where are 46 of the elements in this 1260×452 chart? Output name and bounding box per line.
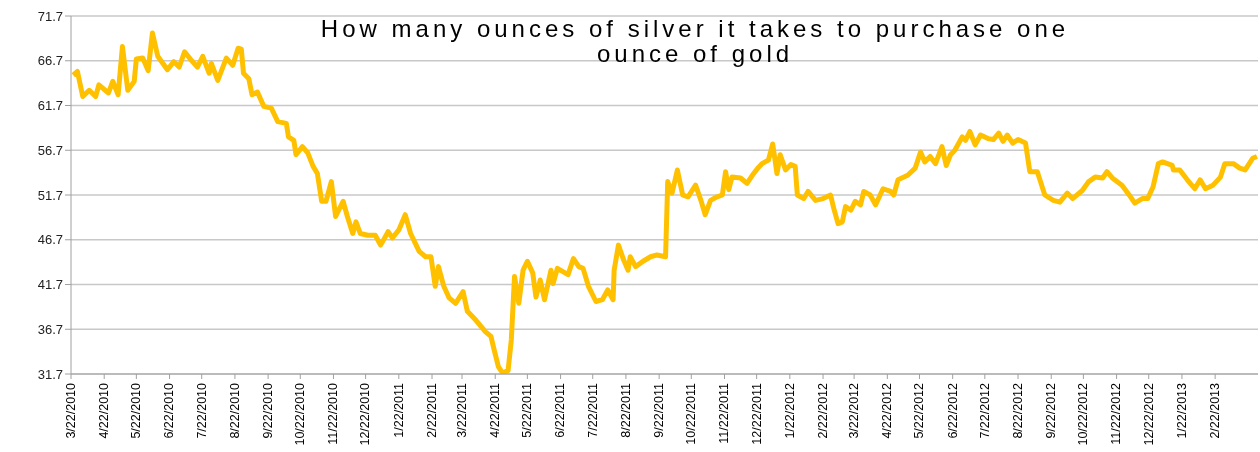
x-tick-label: 10/22/2010 [293, 382, 308, 446]
x-tick-label: 10/22/2011 [684, 382, 699, 445]
x-tick-label: 3/22/2012 [847, 382, 861, 439]
y-tick-label: 61.7 [37, 98, 63, 114]
x-tick-label: 12/22/2010 [358, 382, 373, 446]
x-tick-label: 11/22/2012 [1109, 382, 1124, 445]
x-tick-label: 3/22/2011 [454, 382, 469, 438]
x-tick-label: 5/22/2010 [129, 382, 144, 439]
x-tick-label: 6/22/2011 [553, 382, 568, 438]
x-tick-label: 8/22/2012 [1010, 382, 1025, 439]
x-tick-label: 10/22/2012 [1076, 382, 1091, 446]
y-tick-label: 66.7 [37, 53, 63, 69]
y-tick-label: 36.7 [37, 321, 63, 337]
x-tick-label: 1/22/2011 [391, 382, 406, 438]
x-tick-label: 8/22/2010 [227, 382, 242, 439]
x-tick-label: 2/22/2011 [424, 382, 439, 438]
x-tick-label: 4/22/2011 [488, 382, 503, 438]
y-tick-label: 71.7 [37, 8, 63, 24]
x-tick-label: 1/22/2012 [782, 382, 797, 439]
x-tick-label: 4/22/2010 [97, 382, 112, 439]
x-tick-label: 7/22/2010 [194, 382, 209, 439]
x-tick-label: 7/22/2012 [977, 382, 992, 439]
x-tick-label: 6/22/2012 [945, 382, 960, 439]
x-tick-label: 2/22/2013 [1208, 382, 1223, 439]
x-tick-label: 11/22/2010 [326, 382, 341, 445]
x-tick-label: 12/22/2012 [1141, 382, 1156, 446]
x-tick-label: 1/22/2013 [1174, 382, 1189, 439]
x-tick-label: 3/22/2010 [63, 382, 78, 439]
text: How many ounces of silver it takes to purchase one ounce of gold [319, 15, 1071, 67]
y-tick-label: 51.7 [37, 187, 63, 203]
x-tick-label: 12/22/2011 [749, 382, 764, 445]
x-tick-label: 4/22/2012 [880, 382, 895, 439]
x-tick-label: 2/22/2012 [815, 382, 830, 439]
x-tick-label: 9/22/2012 [1044, 382, 1059, 439]
x-tick-label: 9/22/2010 [260, 382, 275, 439]
x-tick-label: 5/22/2012 [912, 382, 927, 439]
y-tick-label: 56.7 [37, 142, 63, 158]
y-tick-label: 31.7 [37, 366, 63, 382]
x-tick-label: 11/22/2011 [717, 382, 732, 444]
x-tick-label: 6/22/2010 [162, 382, 177, 439]
y-tick-label: 41.7 [37, 277, 63, 293]
x-tick-label: 9/22/2011 [652, 382, 667, 438]
x-tick-label: 7/22/2011 [585, 382, 600, 438]
x-tick-label: 5/22/2011 [520, 382, 535, 438]
x-tick-label: 8/22/2011 [618, 382, 633, 438]
y-tick-label: 46.7 [37, 232, 63, 248]
